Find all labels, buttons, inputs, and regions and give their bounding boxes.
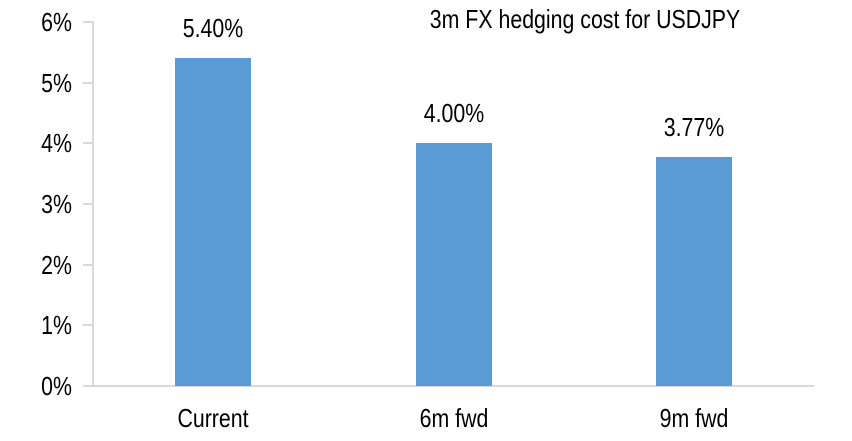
bar — [175, 58, 252, 386]
y-tick-label: 2% — [41, 249, 72, 280]
y-tick-label: 3% — [41, 189, 72, 219]
chart-title: 3m FX hedging cost for USDJPY — [429, 4, 741, 34]
y-tick-mark — [83, 385, 92, 387]
y-tick-mark — [83, 21, 92, 23]
y-tick-label: 1% — [41, 310, 72, 341]
bar — [655, 157, 732, 386]
y-tick-mark — [83, 203, 92, 205]
y-tick-label: 5% — [41, 67, 72, 98]
bar-data-label: 3.77% — [663, 112, 725, 143]
x-axis-line — [92, 385, 814, 387]
bar-data-label: 4.00% — [423, 98, 484, 129]
y-tick-mark — [83, 324, 92, 327]
bar — [415, 143, 492, 386]
x-category-label: Current — [177, 403, 249, 433]
y-tick-label: 4% — [41, 128, 72, 159]
y-tick-mark — [83, 81, 92, 84]
y-tick-label: 6% — [41, 7, 72, 37]
y-tick-label: 0% — [41, 371, 72, 401]
x-category-label: 9m fwd — [659, 403, 729, 433]
y-tick-mark — [83, 142, 92, 145]
x-category-label: 6m fwd — [419, 403, 488, 433]
y-tick-mark — [83, 263, 92, 266]
bar-data-label: 5.40% — [182, 13, 244, 44]
y-axis-line — [92, 21, 94, 387]
